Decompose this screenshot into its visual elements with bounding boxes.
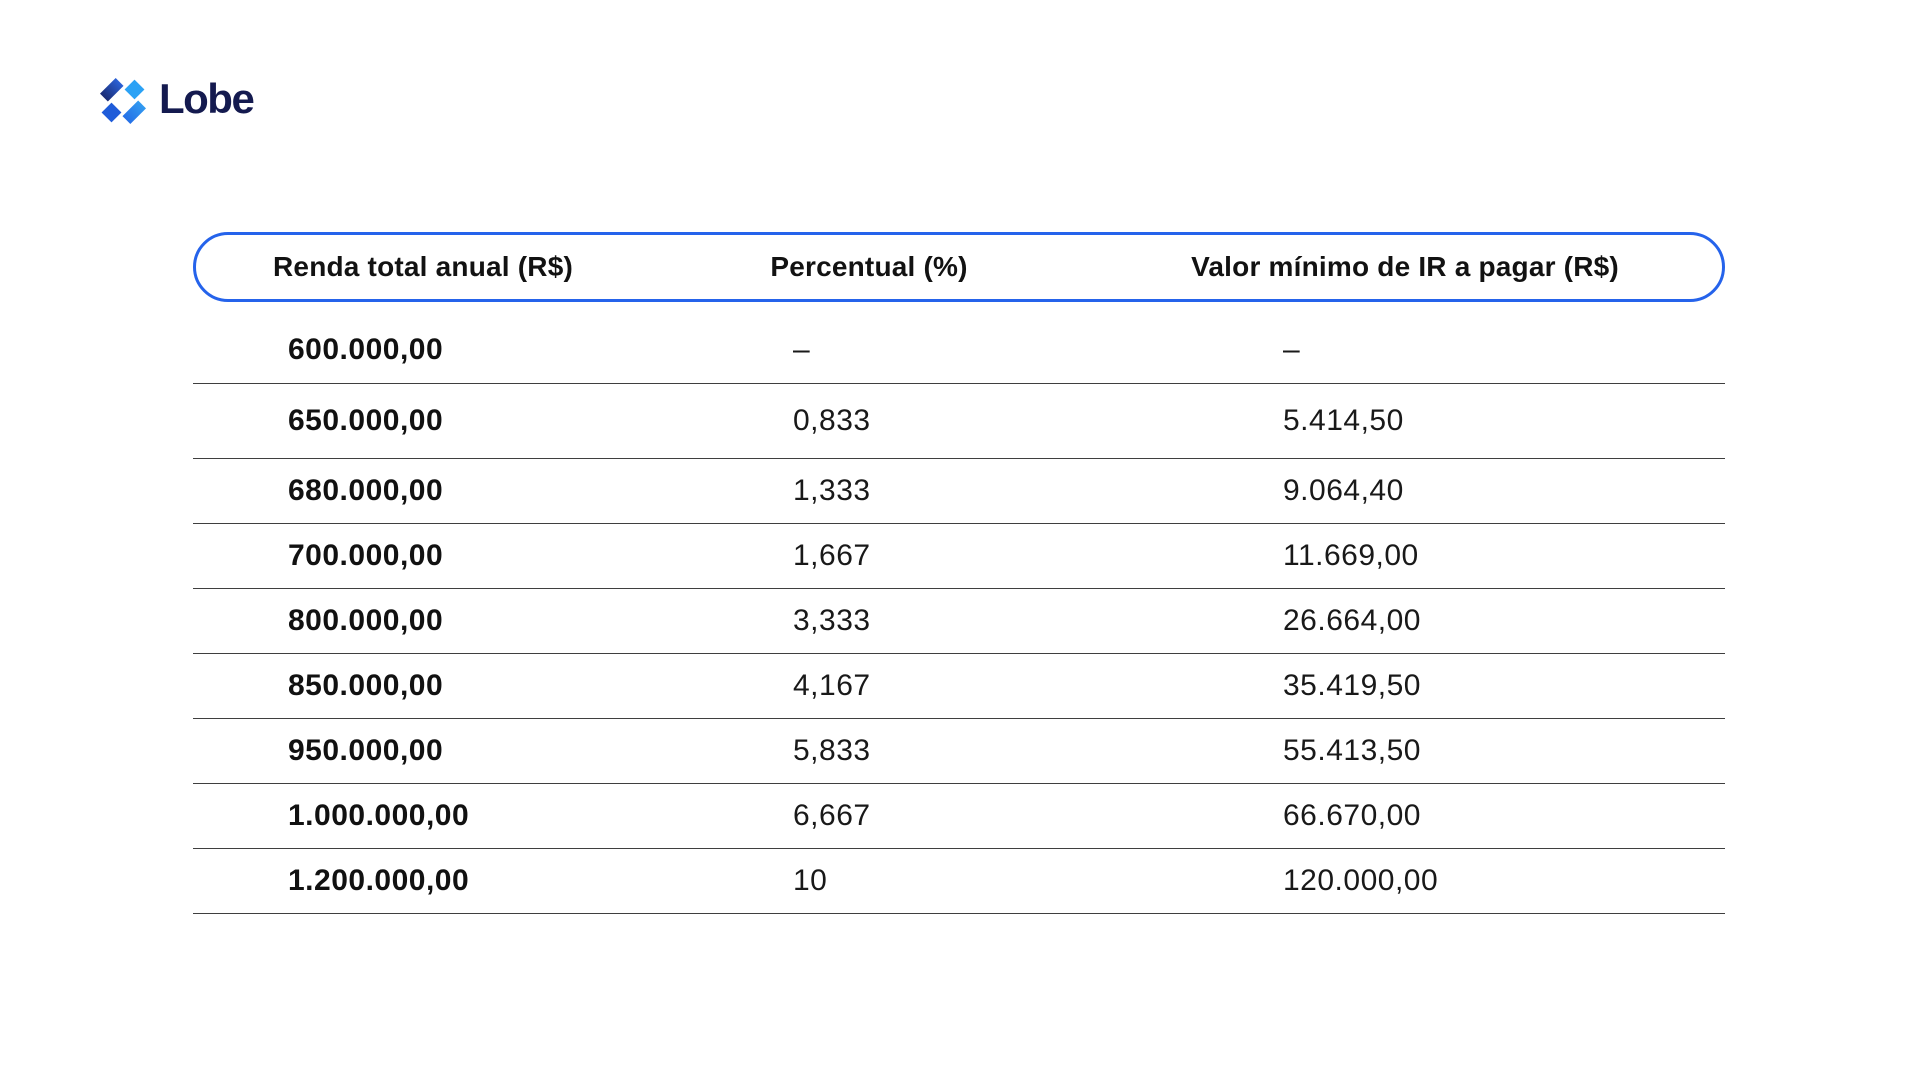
- table-row: 1.200.000,00 10 120.000,00: [193, 849, 1725, 914]
- cell-percentual: 4,167: [793, 669, 871, 702]
- table-row: 600.000,00 – –: [193, 316, 1725, 384]
- cell-valor: 5.414,50: [1283, 404, 1404, 437]
- cell-percentual: 1,333: [793, 474, 871, 507]
- cell-renda: 700.000,00: [288, 539, 444, 572]
- table-row: 700.000,00 1,667 11.669,00: [193, 524, 1725, 589]
- table-header: Renda total anual (R$) Percentual (%) Va…: [193, 232, 1725, 302]
- table-row: 650.000,00 0,833 5.414,50: [193, 384, 1725, 459]
- cell-renda: 600.000,00: [288, 332, 444, 366]
- cell-percentual: 1,667: [793, 539, 871, 572]
- cell-valor: 9.064,40: [1283, 474, 1404, 507]
- cell-renda: 800.000,00: [288, 604, 444, 637]
- cell-percentual: 10: [793, 864, 828, 897]
- logo: Lobe: [100, 75, 255, 124]
- cell-percentual: 5,833: [793, 734, 871, 767]
- cell-percentual: 0,833: [793, 404, 871, 437]
- cell-renda: 950.000,00: [288, 734, 444, 767]
- column-header-renda: Renda total anual (R$): [273, 251, 573, 282]
- tax-table: Renda total anual (R$) Percentual (%) Va…: [193, 232, 1725, 914]
- column-header-percentual: Percentual (%): [770, 251, 968, 282]
- cell-valor: 35.419,50: [1283, 669, 1421, 702]
- logo-wordmark: Lobe: [159, 75, 255, 122]
- lobe-diamond-icon: [100, 78, 146, 124]
- cell-valor: 55.413,50: [1283, 734, 1421, 767]
- column-header-valor: Valor mínimo de IR a pagar (R$): [1191, 251, 1619, 282]
- cell-renda: 1.000.000,00: [288, 799, 470, 832]
- cell-renda: 850.000,00: [288, 669, 444, 702]
- table-row: 850.000,00 4,167 35.419,50: [193, 654, 1725, 719]
- cell-valor: –: [1283, 332, 1301, 366]
- table-row: 1.000.000,00 6,667 66.670,00: [193, 784, 1725, 849]
- table-row: 950.000,00 5,833 55.413,50: [193, 719, 1725, 784]
- cell-renda: 1.200.000,00: [288, 864, 470, 897]
- cell-valor: 11.669,00: [1283, 539, 1419, 572]
- cell-renda: 680.000,00: [288, 474, 444, 507]
- cell-renda: 650.000,00: [288, 404, 444, 437]
- cell-percentual: –: [793, 332, 811, 366]
- cell-valor: 66.670,00: [1283, 799, 1421, 832]
- cell-percentual: 6,667: [793, 799, 871, 832]
- table-row: 680.000,00 1,333 9.064,40: [193, 459, 1725, 524]
- cell-valor: 120.000,00: [1283, 864, 1439, 897]
- cell-percentual: 3,333: [793, 604, 871, 637]
- table-row: 800.000,00 3,333 26.664,00: [193, 589, 1725, 654]
- table-body: 600.000,00 – – 650.000,00 0,833 5.414,50…: [193, 316, 1725, 914]
- cell-valor: 26.664,00: [1283, 604, 1421, 637]
